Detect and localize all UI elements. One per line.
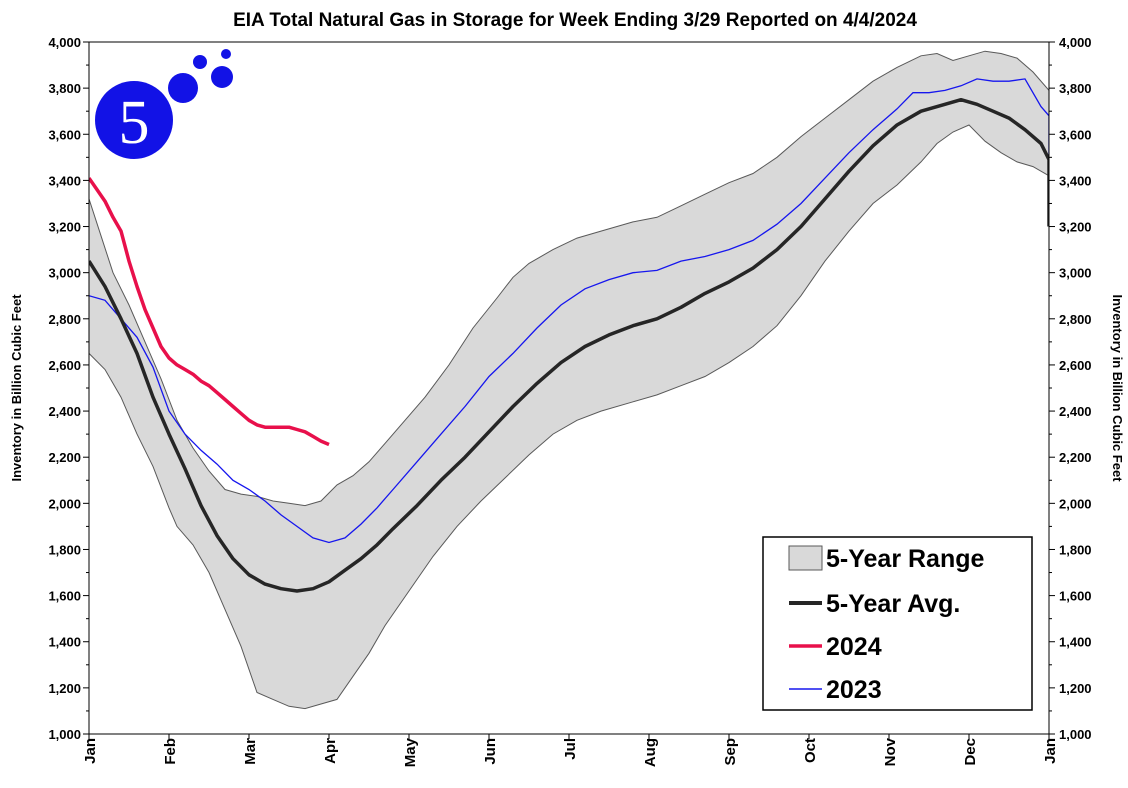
left-tick-label: 1,800	[48, 542, 81, 557]
left-tick-label: 2,600	[48, 358, 81, 373]
range-lower-line	[89, 124, 1049, 710]
month-label: Sep	[722, 738, 739, 766]
legend: 5-Year Range 5-Year Avg. 2024 2023	[762, 536, 1033, 711]
logo-circle-large	[95, 81, 173, 159]
series-2023-line	[89, 78, 1049, 544]
right-tick-label: 1,800	[1059, 542, 1092, 557]
left-tick-label: 1,200	[48, 681, 81, 696]
right-axis-title: Inventory in Billion Cubic Feet	[1110, 294, 1125, 482]
logo-dot-3	[193, 55, 207, 69]
right-tick-label: 2,800	[1059, 312, 1092, 327]
left-tick-label: 3,000	[48, 266, 81, 281]
left-tick-label: 4,000	[48, 35, 81, 50]
month-label: Jan	[1042, 738, 1059, 764]
legend-label-range: 5-Year Range	[826, 545, 985, 573]
right-tick-label: 1,200	[1059, 681, 1092, 696]
month-label: May	[402, 737, 419, 767]
series-2024-line	[89, 177, 330, 447]
month-label: Oct	[802, 738, 819, 763]
month-label: Aug	[642, 738, 659, 767]
left-tick-label: 3,400	[48, 173, 81, 188]
left-tick-label: 1,400	[48, 635, 81, 650]
chart-title: EIA Total Natural Gas in Storage for Wee…	[233, 10, 917, 31]
month-label: Feb	[162, 738, 179, 765]
left-tick-label: 2,800	[48, 312, 81, 327]
company-logo: 5	[95, 49, 233, 159]
legend-label-avg: 5-Year Avg.	[826, 590, 960, 618]
left-axis-title: Inventory in Billion Cubic Feet	[9, 294, 24, 482]
legend-label-2023: 2023	[826, 676, 882, 704]
series-avg-line	[89, 97, 1049, 593]
right-tick-label: 2,400	[1059, 404, 1092, 419]
right-tick-label: 1,000	[1059, 727, 1092, 742]
legend-swatch-range	[788, 545, 823, 571]
right-tick-label: 3,400	[1059, 173, 1092, 188]
right-tick-label: 1,400	[1059, 635, 1092, 650]
series-group	[89, 50, 1049, 710]
left-tick-label: 3,200	[48, 220, 81, 235]
range-upper-line	[89, 50, 1049, 507]
right-tick-label: 4,000	[1059, 35, 1092, 50]
month-label: Jul	[562, 738, 579, 760]
left-tick-label: 2,000	[48, 496, 81, 511]
left-tick-label: 1,000	[48, 727, 81, 742]
month-label: Dec	[962, 738, 979, 766]
right-tick-label: 2,000	[1059, 496, 1092, 511]
legend-label-2024: 2024	[826, 633, 882, 661]
month-label: Jun	[482, 738, 499, 765]
right-tick-label: 2,600	[1059, 358, 1092, 373]
month-label: Jan	[82, 738, 99, 764]
left-tick-label: 1,600	[48, 589, 81, 604]
left-tick-label: 3,800	[48, 81, 81, 96]
right-tick-label: 2,200	[1059, 450, 1092, 465]
left-tick-label: 2,400	[48, 404, 81, 419]
month-label: Mar	[242, 738, 259, 765]
right-tick-label: 3,800	[1059, 81, 1092, 96]
axes: 1,000 1,000 1,200 1,200 1,400 1,400 1,600 1,600…	[48, 35, 1091, 767]
logo-dot-2	[211, 66, 233, 88]
right-tick-label: 3,200	[1059, 220, 1092, 235]
month-label: Nov	[882, 737, 899, 766]
left-tick-label: 3,600	[48, 127, 81, 142]
logo-dot-1	[168, 73, 198, 103]
plot-area	[89, 50, 1049, 710]
left-tick-label: 2,200	[48, 450, 81, 465]
month-label: Apr	[322, 738, 339, 764]
right-tick-label: 1,600	[1059, 589, 1092, 604]
right-tick-label: 3,600	[1059, 127, 1092, 142]
logo-dot-4	[221, 49, 231, 59]
right-tick-label: 3,000	[1059, 266, 1092, 281]
logo-text: 5	[119, 89, 150, 157]
